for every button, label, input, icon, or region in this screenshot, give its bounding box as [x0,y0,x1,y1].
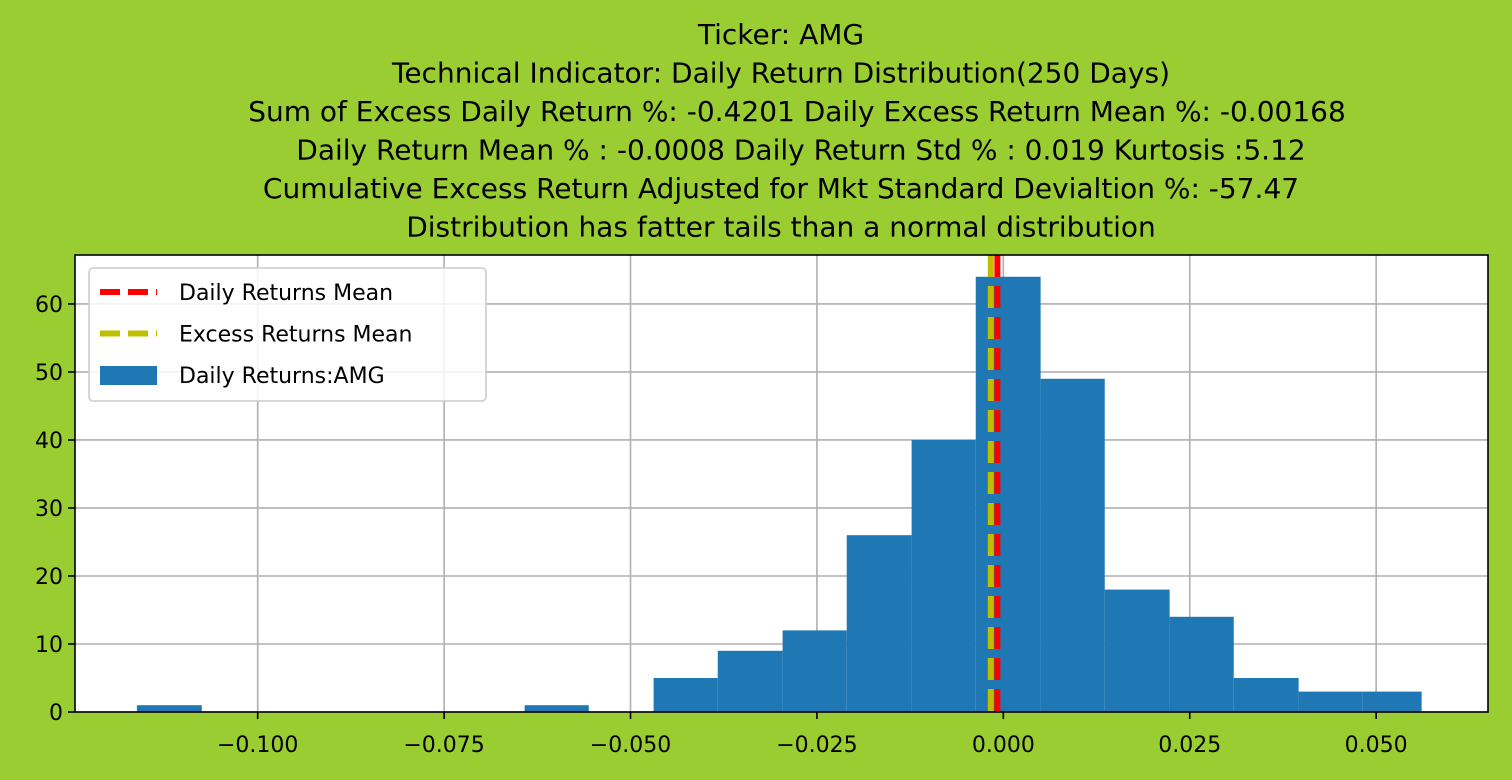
y-tick-label: 0 [49,701,63,726]
legend-label: Excess Returns Mean [179,323,412,348]
histogram-bar [1298,691,1363,712]
y-tick-label: 20 [35,565,63,590]
legend-box [88,267,487,402]
legend-label: Daily Returns:AMG [179,364,385,389]
x-tick-label: 0.025 [1158,733,1221,758]
histogram-bar [136,705,202,712]
x-tick-label: 0.000 [972,733,1035,758]
title-line: Ticker: AMG [697,18,864,51]
plot-frame [74,254,1489,713]
histogram-bar [1169,616,1234,712]
y-tick-label: 10 [35,633,63,658]
x-tick-label: −0.075 [403,733,484,758]
y-tick-label: 50 [35,361,63,386]
title-line: Technical Indicator: Daily Return Distri… [391,57,1170,90]
histogram-bar [911,439,976,712]
title-line: Daily Return Mean % : -0.0008 Daily Retu… [296,134,1305,167]
histogram-bar [524,705,589,712]
chart-title: Ticker: AMG Technical Indicator: Daily Re… [248,18,1346,244]
y-tick-label: 40 [35,429,63,454]
x-axis: −0.100 −0.075 −0.050 −0.025 0.000 0.025 0.050 [217,712,1408,758]
histogram-bar [717,650,783,712]
x-tick-label: −0.100 [217,733,298,758]
title-line: Sum of Excess Daily Return %: -0.4201 Da… [248,95,1346,128]
legend-label: Daily Returns Mean [179,281,393,306]
x-tick-label: −0.025 [776,733,857,758]
y-tick-label: 30 [35,497,63,522]
histogram-bars [136,276,1422,712]
x-tick-label: 0.050 [1345,733,1408,758]
histogram-bar [1040,378,1105,712]
histogram-bar [975,276,1041,712]
title-line: Cumulative Excess Return Adjusted for Mk… [263,172,1299,205]
mean-lines [987,255,1001,712]
title-line: Distribution has fatter tails than a nor… [406,211,1156,244]
histogram-bar [1104,589,1170,712]
histogram-bar [1233,677,1299,712]
histogram-bar [653,677,718,712]
legend: Daily Returns Mean Excess Returns Mean Dai… [88,267,487,402]
histogram-bar [846,535,912,712]
y-tick-label: 60 [35,293,63,318]
histogram-bar [1362,691,1422,712]
x-tick-label: −0.050 [590,733,671,758]
y-axis: 0 10 20 30 40 50 60 [35,293,75,726]
legend-patch [100,366,157,385]
histogram-bar [782,630,847,712]
